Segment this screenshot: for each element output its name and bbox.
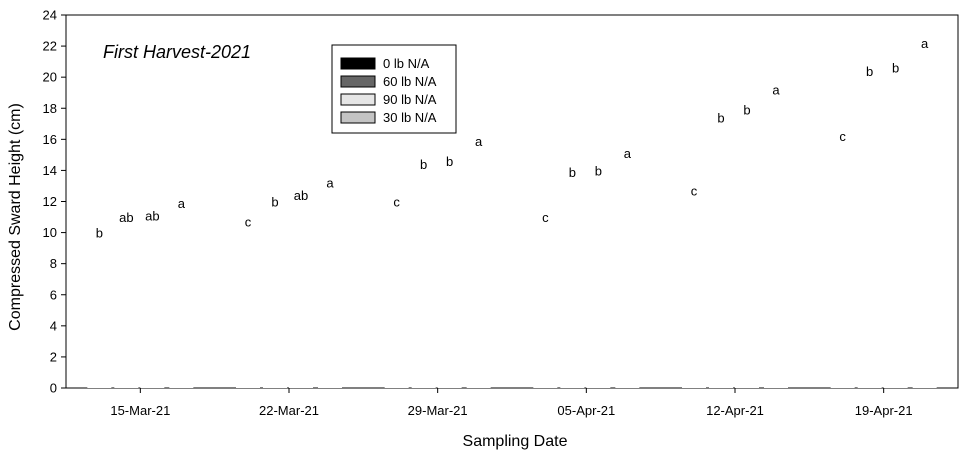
bar [560,182,585,388]
bar [384,212,409,388]
bar [466,151,491,388]
bar [883,78,908,389]
bar [236,232,260,388]
bar [114,227,139,388]
y-tick-label: 2 [50,349,57,364]
y-tick-label: 18 [43,101,57,116]
bar [764,100,788,389]
bar-label: b [569,165,576,180]
legend: 0 lb N/A 60 lb N/A 90 lb N/A 30 lb N/A [331,44,457,134]
bar [830,147,855,388]
bar [289,206,313,388]
bar-label: c [839,129,846,144]
x-tick-label: 15-Mar-21 [110,403,170,418]
bar-label: b [866,64,873,79]
bar [263,212,287,388]
y-tick-label: 14 [43,163,57,178]
bar-label: a [624,146,632,161]
y-tick-label: 0 [50,381,57,396]
y-tick-label: 8 [50,256,57,271]
bar [87,243,112,388]
y-tick-label: 20 [43,70,57,85]
x-tick-label: 29-Mar-21 [408,403,468,418]
bar-label: c [245,215,252,230]
bar-label: b [595,163,602,178]
bar-label: ab [294,188,308,203]
bar-label: b [420,157,427,172]
bar-label: a [178,196,186,211]
bar [857,81,882,389]
bar [709,128,733,388]
legend-label: 90 lb N/A [383,92,437,107]
bar-label: a [326,176,334,191]
bar-label: ab [119,210,133,225]
y-axis-title: Compressed Sward Height (cm) [7,103,24,331]
bar-label: b [96,225,103,240]
y-tick-label: 24 [43,8,57,23]
x-axis-title: Sampling Date [463,433,568,450]
bar [682,201,706,388]
bar [615,164,640,388]
bar [437,171,462,388]
y-tick-label: 6 [50,287,57,302]
bar [912,53,937,389]
bar [169,213,194,388]
bar-label: a [475,134,483,149]
y-tick-label: 4 [50,318,57,333]
bar [140,226,165,388]
bar [586,181,611,388]
bar-label: ab [145,208,159,223]
bar [411,175,436,388]
bar-label: b [717,110,724,125]
x-tick-label: 05-Apr-21 [557,403,615,418]
x-tick-label: 19-Apr-21 [855,403,913,418]
bar-label: b [271,194,278,209]
legend-label: 60 lb N/A [383,74,437,89]
x-tick-label: 12-Apr-21 [706,403,764,418]
bar [735,120,759,388]
y-tick-label: 22 [43,39,57,54]
y-tick-label: 12 [43,194,57,209]
legend-label: 0 lb N/A [383,56,430,71]
legend-swatch [340,93,376,106]
bar-label: b [743,103,750,118]
legend-label: 30 lb N/A [383,110,437,125]
legend-swatch [340,57,376,70]
bar [318,193,342,388]
bar-label: b [892,61,899,76]
bar-label: b [446,154,453,169]
legend-swatch [340,111,376,124]
bar-label: a [921,36,929,51]
plot-frame [65,14,959,389]
y-tick-label: 10 [43,225,57,240]
chart-title: First Harvest-2021 [103,42,251,62]
bar-label: c [691,184,698,199]
y-tick-label: 16 [43,132,57,147]
bar-label: c [542,210,549,225]
x-tick-label: 22-Mar-21 [259,403,319,418]
bar-label: c [393,194,400,209]
bar [533,227,558,388]
legend-swatch [340,75,376,88]
bar-label: a [772,82,780,97]
